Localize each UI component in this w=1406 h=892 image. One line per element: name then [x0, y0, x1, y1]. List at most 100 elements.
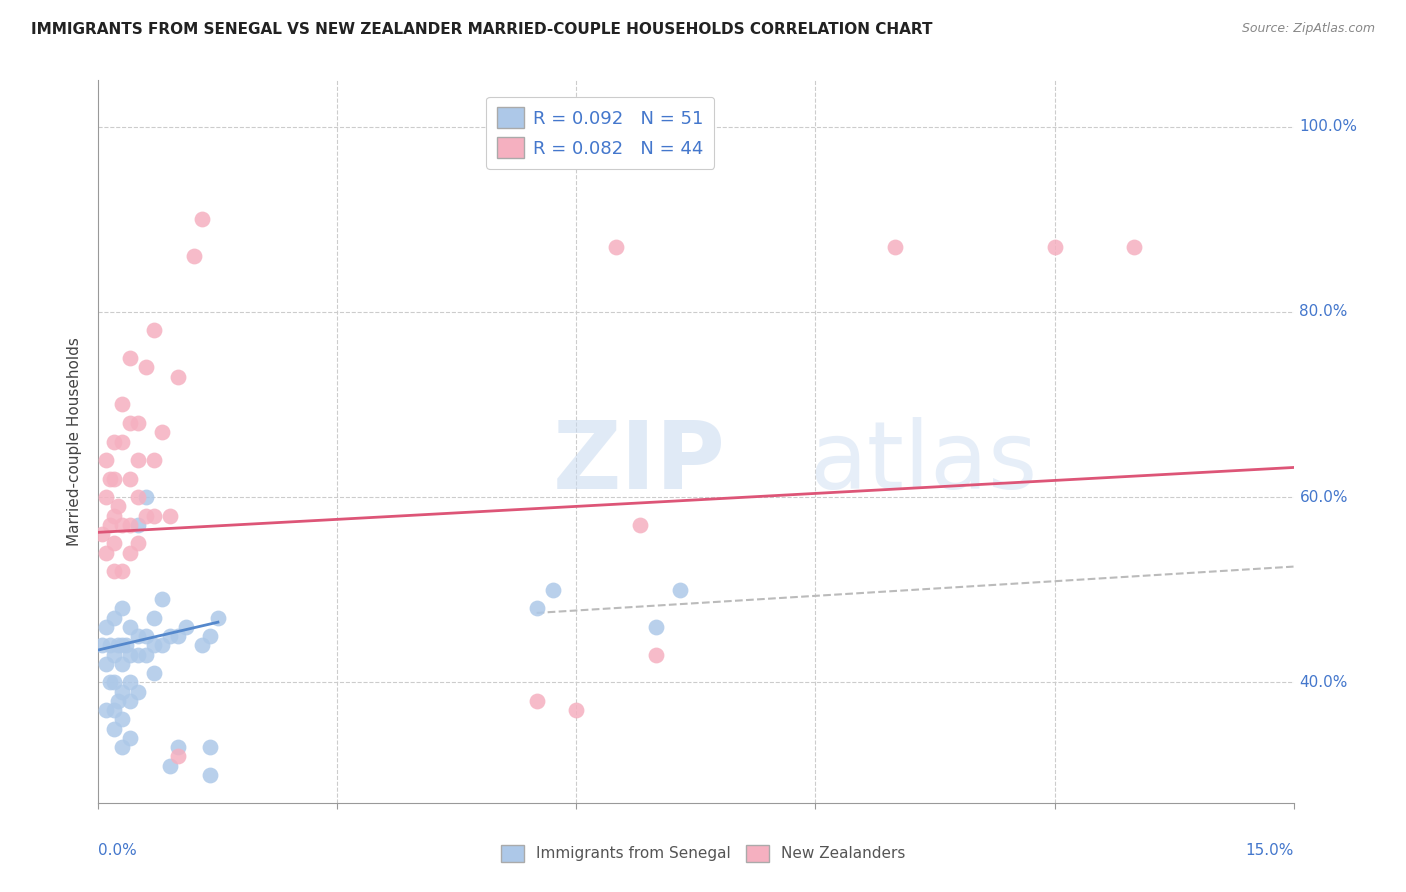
- Point: [884, 240, 907, 254]
- Point: [143, 610, 166, 624]
- Point: [127, 536, 149, 550]
- Point: [98, 517, 122, 532]
- Point: [111, 434, 134, 449]
- Point: [143, 323, 166, 337]
- Point: [103, 610, 125, 624]
- Point: [120, 517, 142, 532]
- Point: [120, 472, 142, 486]
- Point: [120, 620, 142, 634]
- Point: [150, 638, 173, 652]
- Text: 40.0%: 40.0%: [1299, 675, 1348, 690]
- Point: [198, 768, 221, 782]
- Point: [143, 453, 166, 467]
- Point: [143, 508, 166, 523]
- Point: [111, 564, 134, 578]
- Point: [96, 546, 118, 560]
- Point: [174, 620, 197, 634]
- Point: [127, 517, 149, 532]
- Point: [120, 675, 142, 690]
- Point: [135, 508, 157, 523]
- Point: [526, 694, 548, 708]
- Point: [107, 694, 129, 708]
- Point: [111, 657, 134, 671]
- Point: [167, 629, 190, 643]
- Point: [103, 508, 125, 523]
- Point: [98, 472, 122, 486]
- Point: [111, 638, 134, 652]
- Point: [127, 629, 149, 643]
- Point: [143, 638, 166, 652]
- Text: 60.0%: 60.0%: [1299, 490, 1348, 505]
- Text: ZIP: ZIP: [553, 417, 725, 509]
- Point: [526, 601, 548, 615]
- Point: [120, 416, 142, 430]
- Point: [628, 517, 651, 532]
- Text: 15.0%: 15.0%: [1246, 843, 1294, 857]
- Point: [120, 546, 142, 560]
- Point: [159, 508, 181, 523]
- Text: 0.0%: 0.0%: [98, 843, 138, 857]
- Text: Source: ZipAtlas.com: Source: ZipAtlas.com: [1241, 22, 1375, 36]
- Point: [167, 749, 190, 764]
- Point: [98, 638, 122, 652]
- Point: [103, 434, 125, 449]
- Point: [120, 731, 142, 745]
- Point: [96, 490, 118, 504]
- Point: [143, 666, 166, 681]
- Legend: R = 0.092   N = 51, R = 0.082   N = 44: R = 0.092 N = 51, R = 0.082 N = 44: [486, 96, 714, 169]
- Point: [127, 684, 149, 698]
- Point: [120, 694, 142, 708]
- Point: [103, 648, 125, 662]
- Text: 80.0%: 80.0%: [1299, 304, 1348, 319]
- Point: [669, 582, 692, 597]
- Point: [191, 638, 214, 652]
- Point: [103, 472, 125, 486]
- Text: IMMIGRANTS FROM SENEGAL VS NEW ZEALANDER MARRIED-COUPLE HOUSEHOLDS CORRELATION C: IMMIGRANTS FROM SENEGAL VS NEW ZEALANDER…: [31, 22, 932, 37]
- Point: [127, 453, 149, 467]
- Point: [91, 527, 114, 541]
- Point: [135, 648, 157, 662]
- Point: [565, 703, 588, 717]
- Point: [1043, 240, 1066, 254]
- Point: [103, 536, 125, 550]
- Point: [107, 638, 129, 652]
- Point: [111, 517, 134, 532]
- Point: [645, 620, 668, 634]
- Point: [191, 212, 214, 227]
- Point: [605, 240, 627, 254]
- Point: [198, 629, 221, 643]
- Point: [183, 249, 205, 263]
- Point: [135, 360, 157, 375]
- Point: [103, 564, 125, 578]
- Point: [150, 425, 173, 440]
- Y-axis label: Married-couple Households: Married-couple Households: [67, 337, 83, 546]
- Point: [127, 648, 149, 662]
- Point: [159, 758, 181, 772]
- Point: [167, 369, 190, 384]
- Point: [96, 657, 118, 671]
- Point: [107, 500, 129, 514]
- Point: [103, 703, 125, 717]
- Point: [103, 675, 125, 690]
- Point: [645, 648, 668, 662]
- Point: [111, 601, 134, 615]
- Point: [159, 629, 181, 643]
- Point: [115, 638, 138, 652]
- Point: [1123, 240, 1146, 254]
- Point: [135, 629, 157, 643]
- Point: [111, 397, 134, 411]
- Text: atlas: atlas: [810, 417, 1038, 509]
- Point: [167, 740, 190, 755]
- Point: [135, 490, 157, 504]
- Point: [541, 582, 564, 597]
- Text: 100.0%: 100.0%: [1299, 120, 1358, 134]
- Point: [96, 453, 118, 467]
- Point: [120, 351, 142, 366]
- Point: [111, 713, 134, 727]
- Point: [103, 722, 125, 736]
- Point: [207, 610, 229, 624]
- Point: [111, 740, 134, 755]
- Point: [198, 740, 221, 755]
- Point: [91, 638, 114, 652]
- Point: [96, 703, 118, 717]
